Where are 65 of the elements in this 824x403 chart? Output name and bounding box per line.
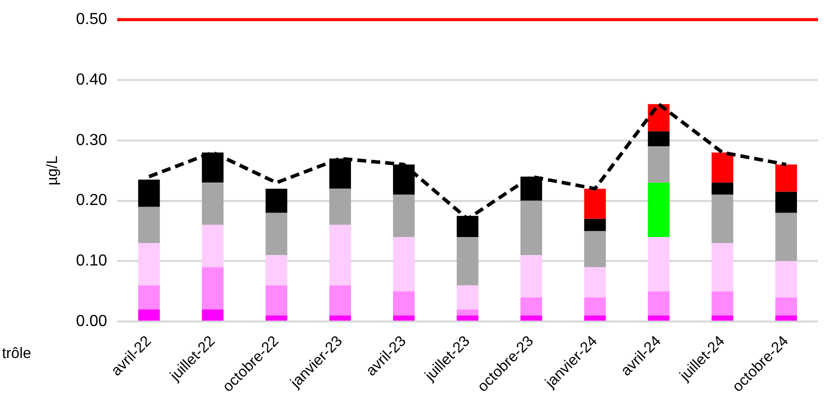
bar — [712, 316, 734, 321]
bar — [202, 224, 224, 268]
bar — [393, 237, 415, 292]
bar — [648, 316, 670, 321]
bar — [266, 188, 288, 213]
bar — [712, 291, 734, 316]
bar — [584, 267, 606, 298]
y-tick-label: 0.20 — [76, 192, 108, 210]
bar — [393, 291, 415, 316]
bar — [329, 158, 351, 189]
bar — [584, 230, 606, 268]
y-tick-label: 0.50 — [76, 11, 108, 28]
y-axis-title: µg/L — [44, 156, 62, 186]
y-tick-label: 0.30 — [76, 132, 108, 149]
bar — [329, 224, 351, 286]
bar — [266, 285, 288, 316]
bar — [329, 285, 351, 316]
bar — [138, 243, 160, 286]
bar — [712, 152, 734, 183]
bar — [456, 285, 478, 310]
bar — [456, 309, 478, 316]
bar — [520, 297, 542, 316]
bar — [712, 243, 734, 292]
bar — [393, 164, 415, 195]
y-tick-label: 0.10 — [76, 252, 108, 270]
bar — [520, 255, 542, 298]
bar — [520, 200, 542, 256]
bar — [712, 194, 734, 244]
bar — [775, 261, 797, 298]
x-axis-title: trôle — [2, 345, 32, 362]
bar — [775, 192, 797, 213]
bar — [393, 194, 415, 238]
bar — [202, 152, 224, 183]
bar — [520, 176, 542, 201]
bar — [775, 212, 797, 262]
bar — [648, 182, 670, 238]
bar — [138, 206, 160, 244]
bar — [584, 218, 606, 231]
bar — [520, 316, 542, 321]
bar — [584, 297, 606, 316]
bar — [648, 237, 670, 292]
bar — [138, 309, 160, 321]
bar — [202, 182, 224, 225]
bar — [202, 267, 224, 310]
bar — [266, 212, 288, 256]
bar — [584, 188, 606, 219]
bar — [329, 316, 351, 321]
bar — [712, 182, 734, 195]
bar — [456, 237, 478, 286]
bar — [393, 316, 415, 321]
bar — [648, 131, 670, 146]
bar — [648, 291, 670, 316]
bar — [775, 297, 797, 316]
bar — [775, 316, 797, 321]
bar — [266, 255, 288, 286]
bar — [266, 316, 288, 321]
bar — [775, 164, 797, 192]
y-tick-label: 0.40 — [76, 71, 108, 88]
bar — [329, 188, 351, 225]
bar — [648, 146, 670, 183]
bar — [584, 316, 606, 321]
bar — [456, 316, 478, 321]
y-tick-label: 0.00 — [76, 312, 108, 330]
bar — [138, 285, 160, 310]
bar — [202, 309, 224, 321]
